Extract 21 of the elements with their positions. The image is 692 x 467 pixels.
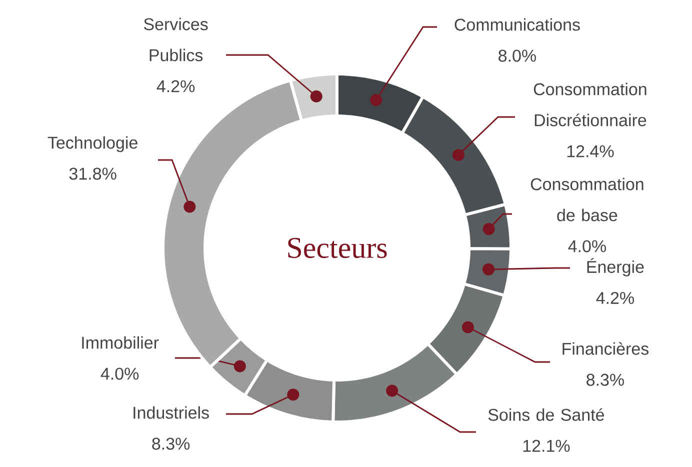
data-label: 4.2% <box>156 80 195 92</box>
data-label: 8.3% <box>586 374 624 386</box>
data-label: 31.8% <box>69 168 116 180</box>
slice-label: Consommation de base <box>530 178 644 222</box>
slice-label: Financières <box>562 342 649 355</box>
data-label: 4.0% <box>100 368 139 380</box>
slice-label: Communications <box>454 18 580 31</box>
data-label: 12.1% <box>523 440 570 452</box>
data-label: 8.0% <box>498 50 536 62</box>
data-label: 8.3% <box>152 438 190 450</box>
data-label: 12.4% <box>567 145 614 158</box>
data-label: 4.0% <box>568 240 606 252</box>
slice-label: Soins de Santé <box>488 408 604 421</box>
slice-label: Énergie <box>587 258 644 276</box>
text: Secteurs <box>288 238 387 258</box>
slice-label: Services Publics <box>144 18 208 62</box>
slice-label: Industriels <box>134 406 209 419</box>
slice-label: Immobilier <box>82 336 159 349</box>
data-label: 4.2% <box>596 292 634 304</box>
slice-label: Technologie <box>48 136 138 152</box>
slice-label: Consommation Discrétionnaire <box>534 82 646 126</box>
